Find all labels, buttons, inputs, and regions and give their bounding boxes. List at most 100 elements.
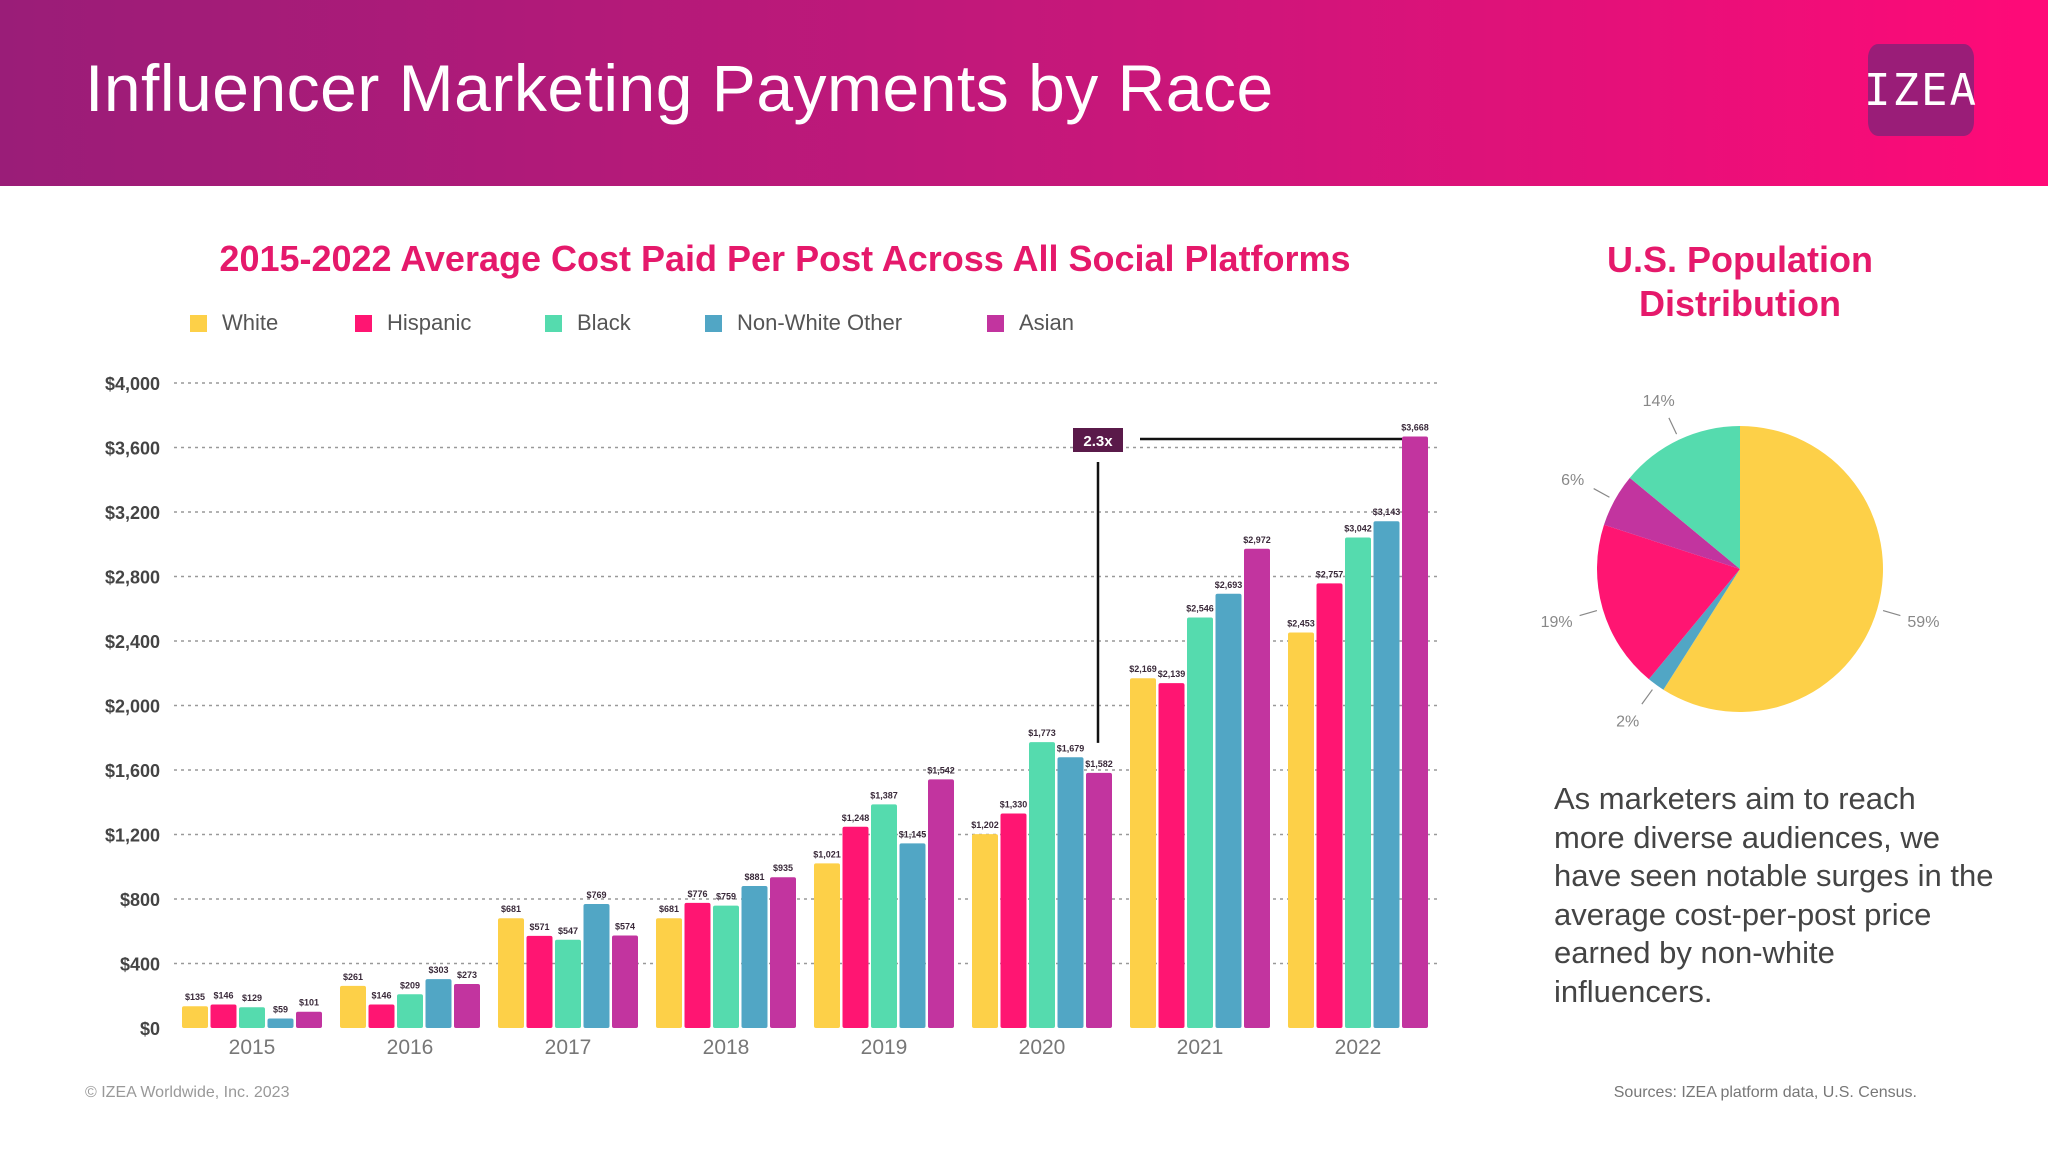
bar — [713, 905, 739, 1028]
data-label: $101 — [299, 998, 319, 1008]
bar — [1215, 593, 1242, 1028]
x-tick-label: 2018 — [703, 1036, 750, 1059]
pie-slice — [1596, 524, 1740, 680]
y-tick-label: $800 — [120, 890, 160, 910]
legend-label: Asian — [1019, 310, 1075, 335]
bar — [1057, 757, 1084, 1028]
data-label: $881 — [744, 872, 764, 882]
data-label: $3,143 — [1373, 507, 1401, 517]
data-label: $1,021 — [813, 849, 841, 859]
data-label: $769 — [586, 890, 606, 900]
pie-leader-line — [1593, 488, 1610, 498]
data-label: $776 — [687, 889, 707, 899]
pie-slice — [1663, 426, 1883, 712]
bar — [1158, 683, 1185, 1028]
pie-slice — [1648, 569, 1740, 690]
pie-label: 19% — [1541, 614, 1573, 631]
legend-item: Black — [545, 310, 631, 336]
bar — [684, 902, 711, 1028]
x-tick-label: 2015 — [229, 1036, 276, 1059]
data-label: $1,582 — [1085, 759, 1113, 769]
x-tick-label: 2017 — [545, 1036, 592, 1059]
bar — [741, 885, 768, 1028]
bar — [842, 826, 869, 1028]
y-tick-label: $2,400 — [105, 632, 160, 652]
pie-leader-line — [1882, 609, 1901, 617]
y-tick-label: $1,200 — [105, 826, 160, 846]
data-label: $2,546 — [1186, 603, 1214, 613]
data-label: $3,042 — [1344, 523, 1372, 533]
annotation-label: 2.3x — [1083, 433, 1113, 450]
y-tick-label: $3,600 — [105, 439, 160, 459]
bar — [182, 1006, 208, 1028]
pie-slice — [1629, 426, 1740, 569]
data-label: $3,668 — [1401, 423, 1429, 433]
data-label: $571 — [529, 922, 549, 932]
data-label: $935 — [773, 863, 793, 873]
header-banner: Influencer Marketing Payments by Race IZ… — [0, 0, 2048, 186]
data-label: $574 — [615, 921, 635, 931]
x-tick-label: 2019 — [861, 1036, 908, 1059]
data-label: $681 — [659, 904, 679, 914]
legend-item: Asian — [987, 310, 1074, 336]
legend-label: White — [222, 310, 279, 335]
data-label: $146 — [371, 990, 391, 1000]
bar — [583, 903, 610, 1028]
y-tick-label: $0 — [140, 1019, 160, 1039]
pie-label: 59% — [1907, 614, 1939, 631]
data-label: $1,248 — [842, 813, 870, 823]
bar — [871, 804, 897, 1028]
bar — [1244, 548, 1270, 1028]
data-label: $1,387 — [870, 790, 898, 800]
data-label: $2,453 — [1287, 618, 1315, 628]
legend-item: Hispanic — [355, 310, 471, 336]
bar — [899, 843, 926, 1028]
y-tick-label: $2,800 — [105, 568, 160, 588]
data-label: $547 — [558, 926, 578, 936]
x-tick-label: 2016 — [387, 1036, 434, 1059]
legend-swatch — [355, 314, 372, 332]
data-label: $1,330 — [1000, 800, 1028, 810]
data-label: $759 — [716, 892, 736, 902]
bar-chart-title: 2015-2022 Average Cost Paid Per Post Acr… — [219, 238, 1351, 279]
bar — [498, 918, 524, 1028]
bar — [210, 1004, 237, 1028]
bar — [1086, 772, 1112, 1028]
pie-leader-line — [1579, 609, 1598, 617]
bar — [1187, 617, 1213, 1028]
legend-swatch — [705, 314, 722, 332]
bar — [340, 985, 366, 1028]
bar — [1402, 436, 1428, 1028]
legend-swatch — [190, 314, 207, 332]
pie-leader-line — [1641, 689, 1653, 705]
legend-item: Non-White Other — [705, 310, 902, 336]
bar — [526, 935, 553, 1028]
data-label: $2,139 — [1158, 669, 1186, 679]
annotation-box — [1073, 428, 1123, 452]
data-label: $2,693 — [1215, 580, 1243, 590]
bar — [972, 834, 998, 1028]
bar — [397, 994, 423, 1028]
copyright: © IZEA Worldwide, Inc. 2023 — [85, 1084, 290, 1101]
legend-label: Hispanic — [387, 310, 472, 335]
page-title: Influencer Marketing Payments by Race — [85, 51, 1274, 125]
data-label: $135 — [185, 992, 205, 1002]
data-label: $146 — [213, 990, 233, 1000]
legend-swatch — [987, 314, 1004, 332]
bar — [267, 1018, 294, 1028]
pie-chart-title: U.S. Population Distribution — [1607, 239, 1873, 324]
pie-label: 14% — [1643, 393, 1675, 410]
bar — [454, 983, 480, 1028]
x-tick-label: 2021 — [1177, 1036, 1224, 1059]
pie-label: 2% — [1616, 713, 1639, 730]
x-tick-label: 2022 — [1335, 1036, 1382, 1059]
data-label: $2,972 — [1243, 535, 1271, 545]
bar — [1373, 521, 1400, 1028]
data-label: $129 — [242, 993, 262, 1003]
data-label: $261 — [343, 972, 363, 982]
bar — [928, 779, 954, 1028]
bar — [1000, 813, 1027, 1028]
legend-label: Black — [577, 310, 631, 335]
y-tick-label: $1,600 — [105, 761, 160, 781]
